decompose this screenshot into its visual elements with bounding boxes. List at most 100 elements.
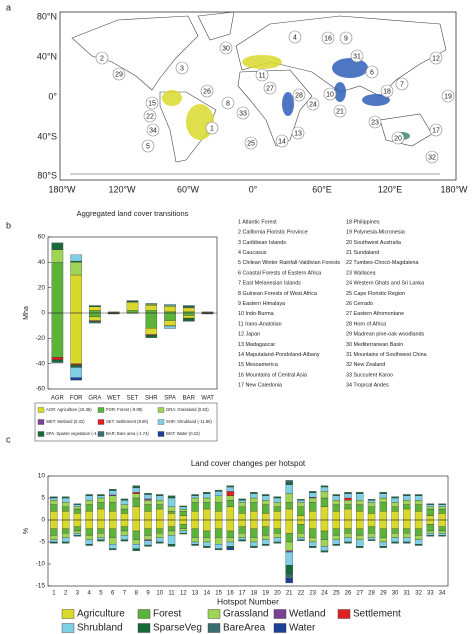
- x-tick-label: 22: [298, 591, 305, 597]
- legend-swatch: [37, 419, 45, 425]
- bar-segment: [73, 533, 82, 536]
- bar-segment: [332, 500, 340, 505]
- bar-segment: [261, 535, 270, 540]
- bar-segment: [356, 500, 364, 505]
- bar-segment: [226, 485, 235, 488]
- bar-segment: [320, 530, 329, 540]
- bar-segment: [73, 535, 82, 537]
- bar-segment: [191, 497, 199, 503]
- bar-segment: [145, 335, 158, 338]
- hotspot-list-item: 12 Japan: [238, 332, 260, 338]
- x-tick-label: 32: [415, 591, 422, 597]
- bar-segment: [132, 530, 140, 540]
- hotspot-marker: [365, 65, 379, 79]
- hotspot-area: [334, 82, 346, 102]
- bar-segment: [144, 494, 152, 500]
- x-tick-label: 11: [168, 591, 175, 597]
- bar-segment: [250, 541, 258, 547]
- bar-segment: [156, 537, 164, 543]
- bar-segment: [403, 537, 411, 543]
- bar-segment: [144, 519, 152, 529]
- bar-segment: [144, 500, 152, 505]
- bar-segment: [426, 515, 435, 521]
- bar-segment: [367, 539, 376, 541]
- hotspot-label: 5: [146, 143, 150, 150]
- x-tick-label: 12: [180, 591, 187, 597]
- hotspot-label: 19: [444, 93, 452, 100]
- bar-segment: [285, 551, 293, 566]
- bar-segment: [285, 578, 293, 584]
- map: [59, 11, 457, 181]
- hotspot-marker: [112, 67, 126, 81]
- hotspot-area: [282, 92, 294, 116]
- hotspot-marker: [263, 81, 277, 95]
- x-tick-label: 20: [274, 591, 281, 597]
- bar-segment: [344, 492, 352, 494]
- hotspot-label: 20: [394, 135, 402, 142]
- bar-segment: [164, 325, 176, 329]
- bar-segment: [214, 544, 223, 549]
- panel-label: a: [6, 2, 11, 12]
- bar-segment: [261, 544, 270, 546]
- bar-segment: [403, 508, 411, 521]
- hotspot-label: 1: [210, 125, 214, 132]
- y-tick-label: 0: [41, 310, 45, 317]
- legend-swatch: [207, 623, 221, 633]
- legend-label: Settlement: [353, 609, 401, 620]
- x-tick-label: 13: [192, 591, 199, 597]
- bar-segment: [70, 377, 82, 381]
- hotspot-marker: [321, 31, 335, 45]
- bar-segment: [156, 494, 164, 496]
- bar-segment: [332, 504, 340, 512]
- bar-segment: [132, 492, 140, 494]
- legend-swatch: [61, 623, 75, 633]
- bar-segment: [191, 528, 199, 538]
- legend-swatch: [157, 431, 165, 437]
- bar-segment: [61, 502, 70, 507]
- bar-segment: [332, 539, 340, 545]
- bar-segment: [179, 511, 187, 516]
- hotspot-list-item: 9 Eastern Himalaya: [238, 301, 285, 307]
- bar-segment: [51, 357, 64, 361]
- bar-segment: [109, 528, 117, 538]
- bar-segment: [297, 500, 305, 503]
- bar-segment: [273, 502, 282, 507]
- bar-segment: [403, 541, 411, 544]
- bar-segment: [391, 541, 399, 544]
- hotspot-label: 4: [293, 34, 297, 41]
- x-tick-label: 34: [439, 591, 446, 597]
- bar-segment: [144, 528, 152, 536]
- bar-segment: [89, 305, 101, 307]
- bar-segment: [344, 508, 352, 521]
- x-tick-label: 18: [251, 591, 258, 597]
- bar-segment: [51, 312, 64, 358]
- bar-segment: [203, 492, 211, 494]
- bar-segment: [438, 503, 446, 505]
- hotspot-list-item: 24 Western Ghats and Sri Lanka: [346, 281, 424, 287]
- bar-segment: [332, 511, 340, 521]
- bar-segment: [226, 530, 235, 538]
- hotspot-label: 18: [383, 88, 391, 95]
- legend-swatch: [157, 407, 165, 413]
- bar-segment: [403, 528, 411, 534]
- bar-segment: [120, 519, 129, 527]
- bar-segment: [144, 504, 152, 512]
- bar-segment: [438, 535, 446, 537]
- legend-label: BAR: Bare area (-1.74): [106, 431, 149, 436]
- bar-segment: [403, 500, 411, 505]
- hotspot-label: 6: [370, 69, 374, 76]
- bar-segment: [145, 328, 158, 335]
- bar-segment: [344, 497, 352, 501]
- legend-swatch: [273, 609, 287, 619]
- bar-segment: [203, 502, 211, 510]
- legend-label: FOR: Forest (-9.08): [106, 407, 143, 412]
- bar-segment: [73, 519, 82, 527]
- plot-frame: [47, 475, 449, 587]
- bar-segment: [238, 498, 246, 501]
- hotspot-marker: [368, 115, 382, 129]
- bar-segment: [285, 482, 293, 485]
- hotspot-marker: [141, 139, 155, 153]
- bar-segment: [73, 506, 82, 510]
- bar-segment: [226, 541, 235, 547]
- bar-segment: [70, 262, 82, 276]
